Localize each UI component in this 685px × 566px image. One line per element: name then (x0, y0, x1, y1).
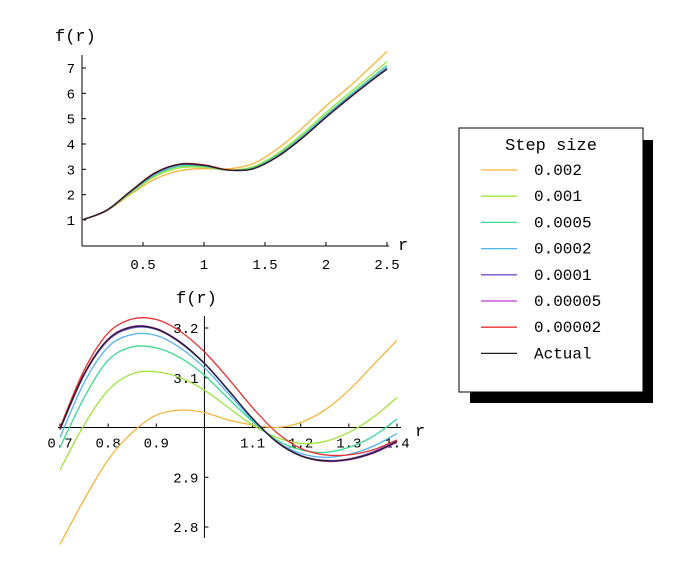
bottom-x-tick-label: 1.3 (336, 437, 361, 453)
bottom-y-tick-label: 2.8 (173, 521, 198, 537)
bottom-series-line (59, 325, 398, 462)
top-series-line (81, 68, 388, 221)
top-y-tick-label: 2 (67, 189, 75, 205)
top-x-axis-title: r (398, 237, 408, 256)
top-y-axis-title: f(r) (55, 28, 96, 47)
bottom-x-tick-label: 0.8 (96, 437, 121, 453)
bottom-x-axis-title: r (415, 423, 425, 442)
legend-entry-label: 0.0002 (534, 241, 592, 259)
legend-box (458, 127, 644, 393)
legend-title: Step size (505, 137, 597, 156)
legend-entry-label: 0.0005 (534, 214, 592, 232)
bottom-x-tick-label: 0.7 (47, 437, 72, 453)
top-x-tick-label: 1 (200, 258, 208, 274)
top-series-line (81, 51, 388, 221)
top-series-line (81, 67, 388, 221)
bottom-y-axis-title: f(r) (176, 290, 217, 309)
top-x-tick-label: 2.5 (374, 258, 399, 274)
bottom-series-line (59, 339, 398, 545)
bottom-x-tick-label: 1.4 (384, 437, 409, 453)
bottom-x-tick-label: 1.1 (240, 437, 265, 453)
top-x-tick-label: 0.5 (130, 258, 155, 274)
top-y-tick-label: 1 (67, 214, 75, 230)
bottom-y-tick-label: 3.2 (173, 322, 198, 338)
top-plot: 1 2 3 4 5 6 7 0.5 1 1.5 2 2.5 f(r) r (55, 28, 408, 274)
legend-items: 0.002 0.001 0.0005 0.0002 0.0001 0.00005 0.000… (481, 162, 601, 363)
top-series-line (81, 68, 388, 221)
top-y-tick-label: 7 (67, 62, 75, 78)
bottom-series-line (59, 317, 398, 457)
legend-entry-label: 0.002 (534, 162, 582, 180)
bottom-series-line (59, 370, 398, 471)
top-y-tick-label: 6 (67, 87, 75, 103)
legend-entry-label: 0.00005 (534, 293, 601, 311)
top-x-tick-label: 2 (322, 258, 330, 274)
bottom-x-tick-label: 0.9 (144, 437, 169, 453)
bottom-plot: 0.7 0.8 0.9 1.1 1.2 1.3 1.42.82.93.13.2f(r)r (47, 290, 425, 545)
top-series-line (81, 68, 388, 221)
bottom-y-tick-label: 2.9 (173, 471, 198, 487)
legend-entry-label: 0.001 (534, 188, 582, 206)
legend-entry-label: 0.00002 (534, 319, 601, 337)
top-y-tick-label: 5 (67, 113, 75, 129)
top-y-tick-label: 4 (67, 138, 75, 154)
top-x-tick-label: 1.5 (252, 258, 277, 274)
top-series-line (81, 66, 388, 221)
bottom-series-line (59, 345, 398, 454)
legend: Step size 0.0020.0010.00050.00020.00010.… (458, 127, 653, 403)
top-y-tick-label: 3 (67, 163, 75, 179)
legend-entry-label: 0.0001 (534, 267, 592, 285)
legend-entry-label: Actual (534, 345, 592, 363)
